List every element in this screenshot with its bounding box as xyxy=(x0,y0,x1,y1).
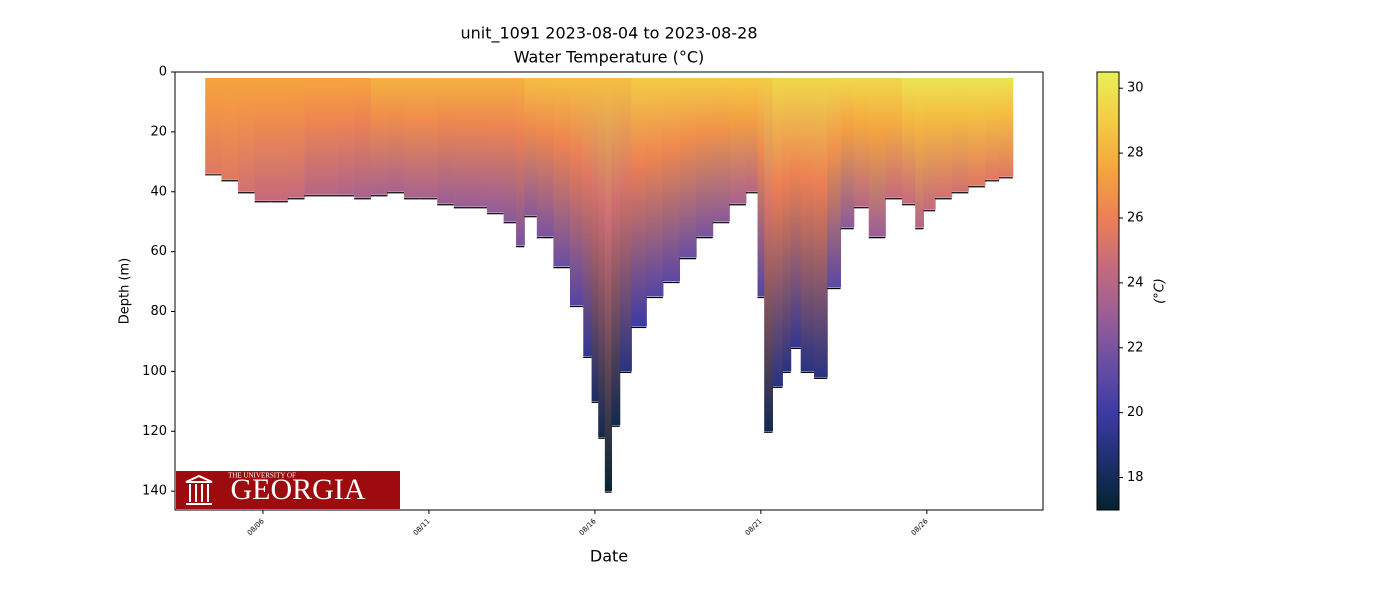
profile xyxy=(536,78,554,237)
profile xyxy=(337,78,355,195)
chart-subtitle: Water Temperature (°C) xyxy=(514,48,704,67)
profile xyxy=(696,78,714,237)
plot-frame xyxy=(174,71,1044,511)
profile xyxy=(813,78,828,378)
profile xyxy=(583,78,593,357)
profile xyxy=(840,78,855,228)
colorbar-label: (°C) xyxy=(1153,278,1168,304)
profile xyxy=(404,78,422,198)
profile xyxy=(503,78,517,222)
profile xyxy=(772,78,783,387)
profile xyxy=(370,78,388,195)
colorbar xyxy=(1096,71,1120,511)
profile xyxy=(935,78,953,198)
profile xyxy=(782,78,792,372)
y-axis-label: Depth (m) xyxy=(118,258,133,325)
profile xyxy=(591,78,599,402)
profile xyxy=(827,78,842,288)
profile xyxy=(923,78,936,210)
profile xyxy=(470,78,488,207)
profile xyxy=(321,78,339,195)
profile xyxy=(205,78,222,174)
chart-title: unit_1091 2023-08-04 to 2023-08-28 xyxy=(460,24,757,44)
y-tick-label: 20 xyxy=(150,124,167,139)
profile xyxy=(598,78,606,438)
profile xyxy=(238,78,256,192)
profile xyxy=(646,78,664,297)
profile xyxy=(764,78,773,432)
profile xyxy=(951,78,969,192)
x-tick-label: 08/26 xyxy=(910,517,930,537)
profile xyxy=(387,78,405,192)
profile xyxy=(868,78,886,237)
profile xyxy=(420,78,438,198)
profile xyxy=(524,78,538,216)
profile xyxy=(453,78,471,207)
colorbar-tick-label: 22 xyxy=(1127,340,1144,355)
profile xyxy=(729,78,747,204)
profile xyxy=(254,78,272,201)
y-tick-label: 120 xyxy=(142,424,167,439)
profile xyxy=(604,78,612,492)
profile xyxy=(790,78,802,348)
y-tick-label: 80 xyxy=(150,304,167,319)
logo-line2: GEORGIA xyxy=(231,473,366,506)
profile xyxy=(915,78,925,228)
profile xyxy=(853,78,870,207)
profile xyxy=(487,78,505,213)
x-tick-label: 08/21 xyxy=(744,517,764,537)
profile xyxy=(287,78,305,198)
colorbar-tick-label: 24 xyxy=(1127,275,1144,290)
profile xyxy=(745,78,759,192)
logo: THE UNIVERSITY OF GEORGIA xyxy=(176,471,400,509)
logo-line1: THE UNIVERSITY OF xyxy=(228,472,296,480)
y-tick-label: 40 xyxy=(150,184,167,199)
colorbar-tick-label: 18 xyxy=(1127,470,1144,485)
x-tick-label: 08/16 xyxy=(578,517,598,537)
profile xyxy=(569,78,584,306)
plot-area xyxy=(205,78,1014,493)
colorbar-tick-label: 30 xyxy=(1127,81,1144,96)
y-tick-label: 60 xyxy=(150,244,167,259)
profile xyxy=(800,78,815,372)
profile xyxy=(354,78,372,198)
profile xyxy=(516,78,525,246)
y-tick-label: 100 xyxy=(142,364,167,379)
profile xyxy=(619,78,632,372)
profile xyxy=(611,78,621,426)
profile xyxy=(885,78,903,198)
profile xyxy=(662,78,681,282)
colorbar-tick-label: 20 xyxy=(1127,405,1144,420)
profile xyxy=(553,78,571,267)
colorbar-tick-label: 28 xyxy=(1127,146,1144,161)
profile xyxy=(901,78,916,204)
profile xyxy=(437,78,455,204)
profile xyxy=(968,78,986,186)
y-tick-label: 0 xyxy=(159,65,167,80)
profile xyxy=(271,78,289,201)
profile xyxy=(631,78,647,327)
profile xyxy=(679,78,697,258)
x-axis-label: Date xyxy=(590,547,628,566)
y-tick-label: 140 xyxy=(142,484,167,499)
profile xyxy=(221,78,239,180)
x-tick-label: 08/06 xyxy=(246,517,266,537)
logo-banner xyxy=(176,471,400,509)
profile xyxy=(984,78,1000,180)
profile xyxy=(304,78,322,195)
x-tick-label: 08/11 xyxy=(412,517,432,537)
profile xyxy=(757,78,765,297)
colorbar-tick-label: 26 xyxy=(1127,211,1144,226)
logo-arch xyxy=(185,474,213,505)
profile xyxy=(712,78,730,222)
profile xyxy=(999,78,1014,177)
